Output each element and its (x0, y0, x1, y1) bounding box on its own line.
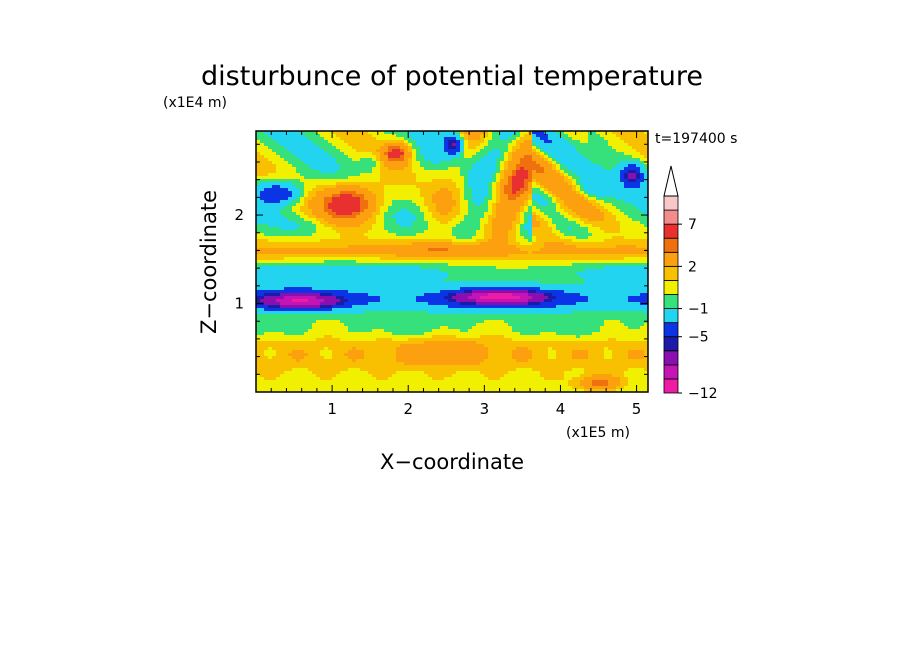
heatmap-field (256, 131, 648, 392)
y-tick-label: 2 (234, 206, 244, 224)
colorbar: −12−5−127 (663, 165, 718, 402)
colorbar-tick-label: −5 (688, 330, 709, 346)
y-axis-label: Z−coordinate (197, 190, 221, 334)
chart-title: disturbunce of potential temperature (201, 61, 703, 92)
colorbar-swatch (663, 237, 679, 253)
colorbar-swatch (663, 265, 679, 281)
colorbar-swatch (663, 308, 679, 324)
colorbar-swatch (663, 364, 679, 380)
colorbar-swatch (663, 223, 679, 239)
y-axis-ticks: 12 (234, 143, 648, 375)
colorbar-tick-label: 2 (688, 259, 697, 275)
colorbar-tick-label: 7 (688, 217, 697, 233)
colorbar-tick-label: −12 (688, 386, 718, 402)
colorbar-swatch (663, 294, 679, 309)
colorbar-swatch (663, 195, 679, 211)
colorbar-swatch (663, 251, 679, 267)
x-tick-label: 1 (327, 400, 337, 418)
colorbar-swatch (663, 378, 679, 394)
colorbar-swatch (663, 322, 679, 338)
x-tick-label: 4 (556, 400, 566, 418)
plot-frame (255, 130, 649, 393)
x-axis-ticks: 1 2 3 4 5 (270, 131, 642, 418)
colorbar-swatch (663, 336, 679, 352)
colorbar-swatch (663, 350, 679, 366)
y-tick-label: 1 (234, 295, 244, 313)
x-axis-label: X−coordinate (380, 450, 524, 474)
x-tick-label: 2 (403, 400, 413, 418)
x-tick-label: 5 (632, 400, 642, 418)
x-tick-label: 3 (480, 400, 490, 418)
y-unit-label: (x1E4 m) (163, 95, 227, 111)
colorbar-tick-label: −1 (688, 302, 709, 318)
time-label: t=197400 s (655, 131, 737, 147)
colorbar-swatch (663, 209, 679, 225)
x-unit-label: (x1E5 m) (566, 425, 630, 441)
colorbar-extend-arrow (663, 165, 679, 197)
colorbar-swatch (663, 280, 679, 295)
